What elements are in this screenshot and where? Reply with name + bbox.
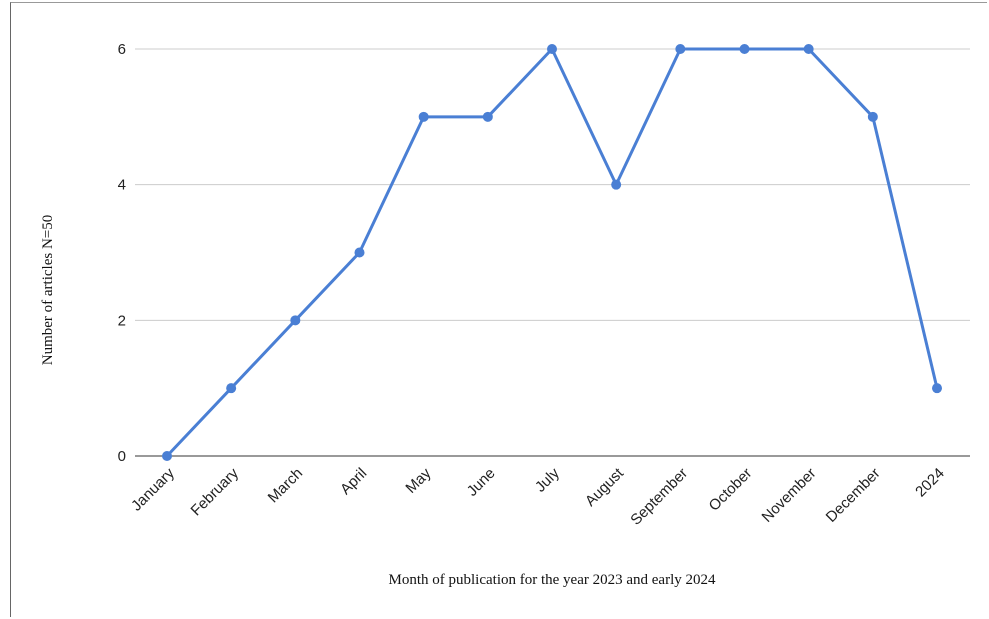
x-tick-label: July <box>532 464 563 495</box>
data-point <box>611 179 622 190</box>
data-point <box>418 111 429 122</box>
data-point <box>675 44 686 54</box>
series-line <box>165 47 939 458</box>
y-tick-label: 0 <box>118 448 126 465</box>
y-tick-label: 6 <box>118 41 126 58</box>
grid-lines <box>135 48 970 457</box>
data-point <box>290 315 301 326</box>
x-tick-label: December <box>823 465 884 526</box>
x-tick-label: September <box>627 465 691 529</box>
x-tick-label: August <box>582 464 628 510</box>
x-axis-ticks: January February March April May June July Augu… <box>128 464 948 528</box>
data-point <box>354 247 365 258</box>
x-tick-label: February <box>188 464 243 519</box>
data-point <box>867 111 878 122</box>
x-tick-label: June <box>464 465 499 500</box>
series-layer <box>162 44 942 461</box>
y-tick-label: 2 <box>118 312 126 329</box>
y-axis-ticks: 0 2 4 6 <box>118 41 126 465</box>
y-axis-title: Number of articles N=50 <box>40 215 56 366</box>
x-tick-label: November <box>759 465 820 526</box>
x-tick-label: October <box>706 465 756 515</box>
data-point <box>547 44 557 54</box>
x-tick-label: April <box>337 465 370 498</box>
data-point <box>932 383 942 394</box>
data-point <box>482 111 493 122</box>
data-point <box>803 44 814 54</box>
x-tick-label: March <box>265 465 306 506</box>
x-tick-label: May <box>402 464 434 496</box>
data-point <box>226 383 237 394</box>
x-axis-title: Month of publication for the year 2023 a… <box>389 572 716 588</box>
data-point <box>739 44 750 54</box>
data-point <box>162 451 172 461</box>
x-tick-label: January <box>128 464 178 514</box>
y-tick-label: 4 <box>118 177 126 194</box>
x-tick-label: 2024 <box>912 465 948 501</box>
